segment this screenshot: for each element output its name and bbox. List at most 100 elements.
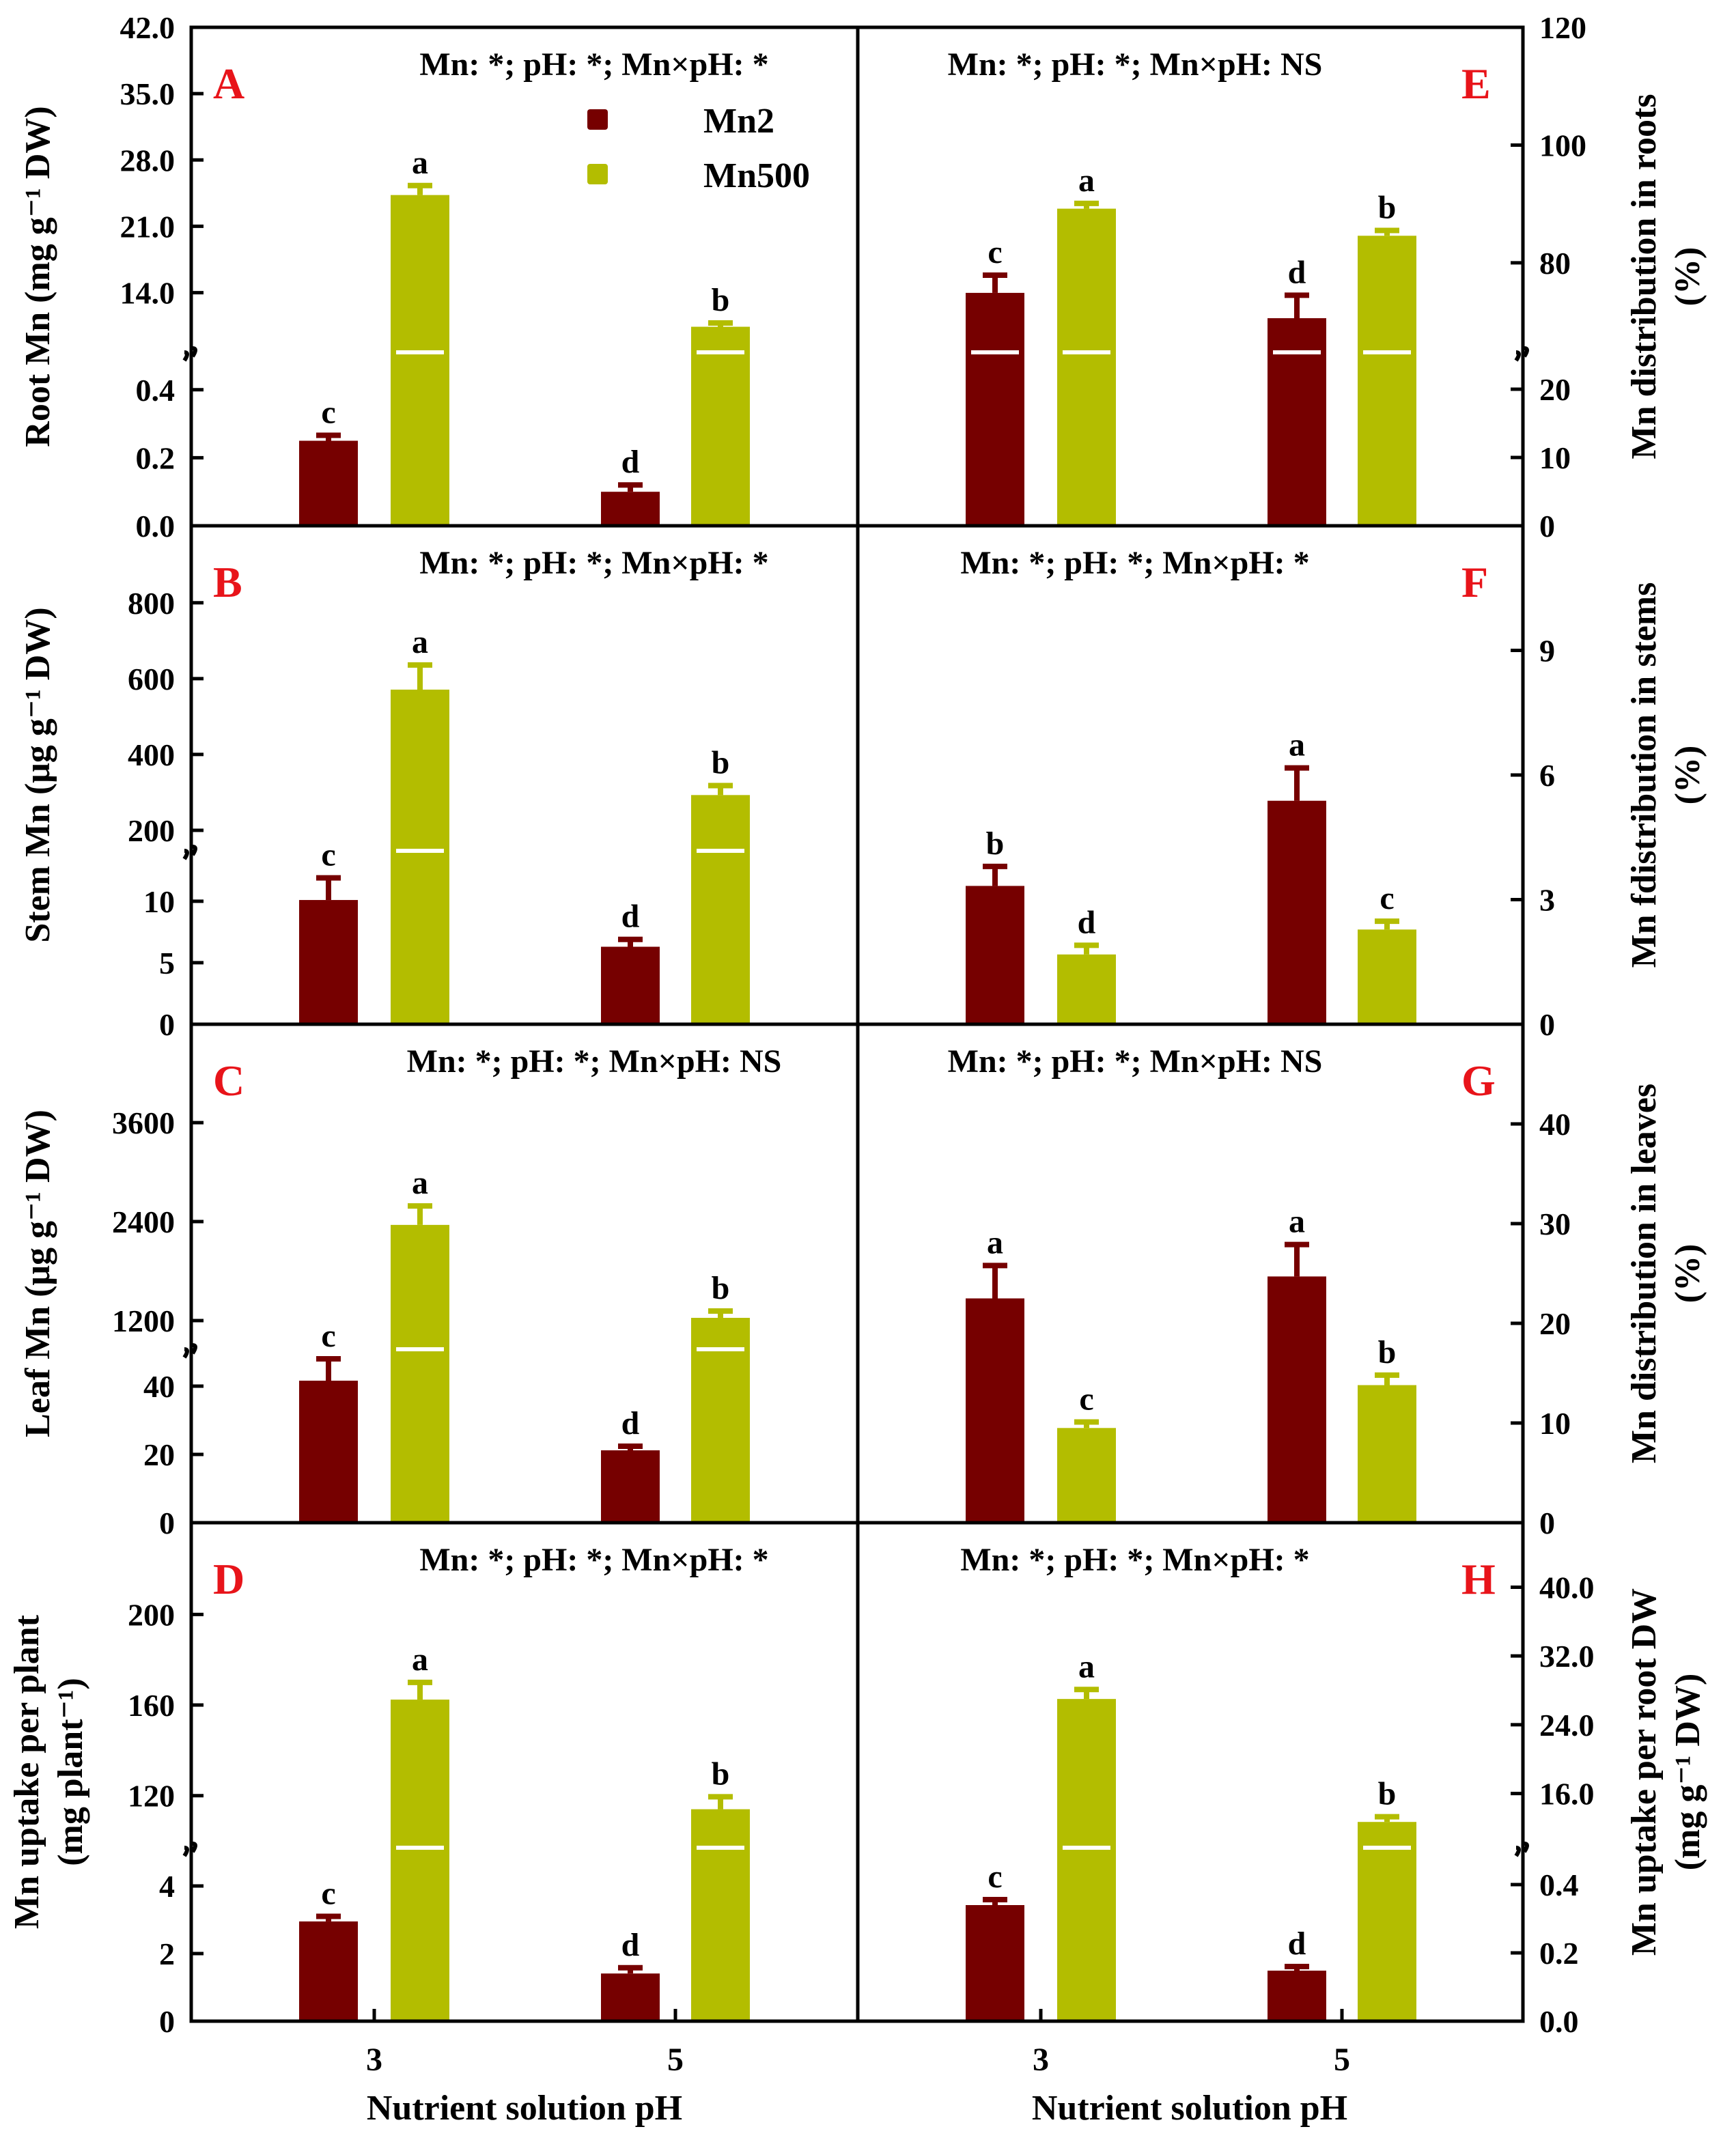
y-tick-label: 0.4	[136, 373, 176, 408]
y-tick-label: 20	[143, 1437, 175, 1472]
stats-annotation: Mn: *; pH: *; Mn×pH: *	[419, 545, 768, 581]
y-tick-label: 2	[159, 1936, 175, 1971]
axis-break-icon	[1514, 346, 1529, 362]
bar-mn2-ph5	[1268, 1971, 1326, 2021]
significance-letter: d	[1288, 1926, 1306, 1962]
y-tick-label: 160	[128, 1688, 175, 1723]
x-tick-label: 3	[366, 2042, 382, 2078]
y-tick-label: 0	[1539, 1007, 1555, 1042]
y-tick-label: 16.0	[1539, 1777, 1595, 1812]
x-tick-label: 5	[667, 2042, 684, 2078]
legend-swatch-mn500	[587, 164, 608, 184]
y-axis-title: Mn distribution in roots	[1625, 94, 1664, 459]
bar-mn500-ph3	[391, 195, 449, 526]
significance-letter: a	[1289, 1204, 1305, 1240]
y-tick-label: 1200	[112, 1304, 175, 1338]
significance-letter: b	[1378, 190, 1397, 226]
panel-letter: H	[1461, 1555, 1496, 1603]
y-tick-label: 30	[1539, 1207, 1571, 1241]
significance-letter: c	[988, 234, 1002, 270]
y-tick-label: 200	[128, 813, 175, 848]
significance-letter: c	[1380, 880, 1394, 916]
y-axis-title: Mn uptake per plant	[8, 1614, 46, 1929]
significance-letter: b	[712, 282, 730, 318]
bar-mn2-ph5	[601, 1450, 660, 1523]
axis-break-icon	[182, 1842, 197, 1857]
y-tick-label: 100	[1539, 128, 1586, 163]
y-axis-title: (%)	[1668, 247, 1707, 307]
y-tick-label: 40	[143, 1369, 175, 1404]
axis-break-icon	[1514, 1842, 1529, 1857]
y-tick-label: 0.4	[1539, 1868, 1579, 1902]
significance-letter: c	[1079, 1381, 1093, 1418]
y-tick-label: 0	[159, 1007, 175, 1042]
stats-annotation: Mn: *; pH: *; Mn×pH: *	[419, 1542, 768, 1578]
y-tick-label: 40	[1539, 1107, 1571, 1142]
x-axis-title-left: Nutrient solution pH	[367, 2089, 682, 2128]
significance-letter: b	[712, 744, 730, 780]
bar-mn2-ph5	[1268, 1276, 1326, 1523]
bar-mn2-ph3	[299, 900, 358, 1024]
y-tick-label: 0.0	[1539, 2004, 1579, 2039]
axis-break-icon	[182, 845, 197, 860]
y-axis-title: Mn distribution in leaves	[1625, 1084, 1664, 1463]
stats-annotation: Mn: *; pH: *; Mn×pH: NS	[948, 1043, 1323, 1080]
axis-break-icon	[182, 1343, 197, 1359]
bar-mn500-ph5	[1358, 1822, 1416, 2021]
y-tick-label: 400	[128, 737, 175, 772]
significance-letter: a	[1078, 1648, 1095, 1685]
bar-mn500-ph5	[691, 326, 750, 526]
y-tick-label: 3	[1539, 883, 1555, 918]
significance-letter: d	[1288, 254, 1306, 290]
bar-mn2-ph3	[299, 440, 358, 526]
bar-mn500-ph3	[1057, 1699, 1116, 2021]
bar-mn500-ph3	[1057, 208, 1116, 526]
legend: Mn2 Mn500	[587, 102, 810, 195]
panel-letter: D	[213, 1555, 244, 1603]
x-axis-title-right: Nutrient solution pH	[1032, 2089, 1347, 2128]
panel-c: 0 20 40 1200 2400 3600 c d a b Mn: *; pH: *; Mn×pH…	[18, 1043, 781, 1540]
y-tick-label: 4	[159, 1869, 175, 1904]
significance-letter: d	[621, 444, 640, 480]
panel-h: 0.0 0.2 0.4 16.0 24.0 32.0 40.0 c d a b Mn: *; pH: …	[960, 1542, 1707, 2078]
significance-letter: a	[412, 1642, 428, 1678]
panel-letter: A	[213, 59, 244, 108]
bar-mn2-ph5	[601, 492, 660, 526]
significance-letter: b	[1378, 1334, 1397, 1370]
y-tick-label: 0	[159, 2004, 175, 2039]
significance-letter: b	[1378, 1776, 1397, 1812]
bar-mn2-ph5	[1268, 800, 1326, 1024]
plot-frame	[189, 25, 1525, 2023]
bar-mn2-ph3	[966, 1905, 1024, 2021]
legend-swatch-mn2	[587, 109, 608, 130]
panel-b: 0 5 10 200 400 600 800 c d a b Mn: *; pH: *; Mn×pH:…	[18, 545, 769, 1042]
significance-letter: a	[987, 1224, 1003, 1260]
y-tick-label: 35.0	[120, 76, 176, 111]
y-tick-label: 42.0	[120, 10, 176, 45]
bar-mn500-ph3	[1057, 954, 1116, 1024]
bar-mn500-ph5	[1358, 1385, 1416, 1523]
significance-letter: b	[712, 1270, 730, 1306]
panel-d: 0 2 4 120 160 200 c d a b Mn: *; pH: *; Mn×pH: * D M…	[8, 1542, 769, 2078]
bar-mn2-ph3	[299, 1921, 358, 2021]
y-tick-label: 800	[128, 586, 175, 621]
significance-letter: b	[712, 1756, 730, 1792]
legend-label: Mn500	[703, 156, 810, 195]
significance-letter: c	[321, 395, 335, 431]
significance-letter: c	[321, 1876, 335, 1912]
significance-letter: c	[321, 1318, 335, 1354]
y-tick-label: 0.2	[1539, 1936, 1579, 1971]
panel-f: 0 3 6 9 b a d c Mn: *; pH: *; Mn×pH: * F Mn fdistr…	[960, 545, 1707, 1042]
y-tick-label: 6	[1539, 758, 1555, 793]
bar-mn2-ph5	[601, 1973, 660, 2021]
y-tick-label: 20	[1539, 372, 1571, 407]
panel-a: 0.0 0.2 0.4 14.0 21.0 28.0 35.0 42.0 c d a b Mn: *; …	[18, 10, 769, 544]
panel-letter: E	[1461, 59, 1491, 108]
y-tick-label: 9	[1539, 634, 1555, 668]
significance-letter: b	[986, 826, 1005, 862]
significance-letter: a	[412, 145, 428, 181]
y-axis-title: Stem Mn (μg g⁻¹ DW)	[18, 607, 57, 942]
significance-letter: d	[1078, 904, 1096, 940]
panel-letter: G	[1461, 1056, 1496, 1105]
